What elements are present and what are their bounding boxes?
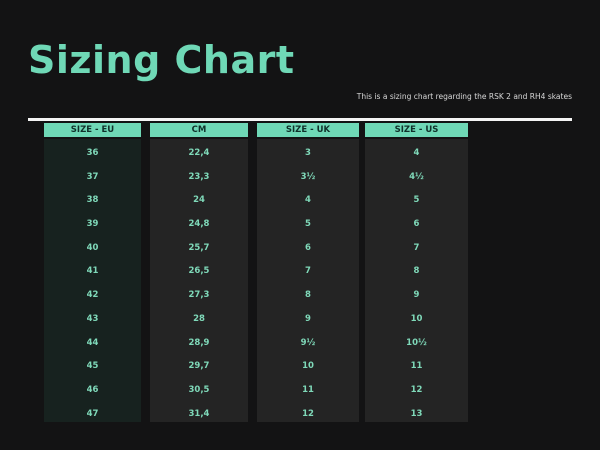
table-cell: 4½	[409, 171, 424, 182]
table-cell: 9	[305, 313, 311, 324]
table-cell: 12	[302, 408, 314, 419]
table-cell: 42	[86, 290, 99, 301]
table-cell: 22,4	[188, 148, 210, 158]
divider	[28, 118, 572, 121]
column-header: CM	[150, 123, 248, 137]
column-size-uk: SIZE - UK 3 3½ 4 5 6 7 8 9 9½ 10 11 12	[257, 123, 359, 422]
table-cell: 36	[86, 148, 99, 158]
table-cell: 23,3	[188, 171, 210, 182]
table-cell: 9	[413, 290, 420, 301]
table-cell: 4	[305, 195, 311, 206]
table-cell: 6	[413, 219, 420, 230]
table-cell: 3	[305, 148, 311, 158]
table-cell: 10	[302, 361, 314, 372]
table-cell: 6	[305, 242, 311, 253]
table-cell: 5	[305, 219, 311, 230]
table-cell: 24,8	[188, 219, 210, 230]
table-cell: 3½	[300, 171, 316, 182]
table-cell: 41	[86, 266, 99, 277]
column-size-us: SIZE - US 4 4½ 5 6 7 8 9 10 10½ 11 12 13	[365, 123, 468, 422]
table-cell: 24	[193, 195, 205, 206]
table-cell: 28,9	[188, 337, 210, 348]
table-cell: 10½	[406, 337, 427, 348]
table-cell: 39	[86, 219, 99, 230]
column-header: SIZE - US	[365, 123, 468, 137]
column-size-eu: SIZE - EU 36 37 38 39 40 41 42 43 44 45 46 47	[44, 123, 141, 422]
table-cell: 29,7	[188, 361, 210, 372]
column-header: SIZE - UK	[257, 123, 359, 137]
table-cell: 26,5	[188, 266, 210, 277]
table-cell: 43	[86, 313, 99, 324]
table-cell: 7	[305, 266, 311, 277]
table-cell: 8	[305, 290, 311, 301]
table-cell: 40	[86, 242, 99, 253]
table-cell: 38	[86, 195, 99, 206]
table-cell: 31,4	[188, 408, 210, 419]
table-cell: 13	[410, 408, 423, 419]
table-cell: 47	[86, 408, 99, 419]
table-cell: 30,5	[188, 384, 210, 395]
table-cell: 7	[413, 242, 420, 253]
column-body: 4 4½ 5 6 7 8 9 10 10½ 11 12 13	[365, 139, 468, 422]
table-cell: 46	[86, 384, 99, 395]
column-header: SIZE - EU	[44, 123, 141, 137]
table-cell: 8	[413, 266, 420, 277]
table-cell: 11	[410, 361, 423, 372]
page-title: Sizing Chart	[28, 38, 295, 82]
table-cell: 11	[302, 384, 314, 395]
table-cell: 4	[413, 148, 420, 158]
column-body: 3 3½ 4 5 6 7 8 9 9½ 10 11 12	[257, 139, 359, 422]
table-cell: 5	[413, 195, 420, 206]
column-body: 36 37 38 39 40 41 42 43 44 45 46 47	[44, 139, 141, 422]
table-cell: 12	[410, 384, 423, 395]
table-cell: 37	[86, 171, 99, 182]
table-cell: 9½	[300, 337, 316, 348]
page-subtitle: This is a sizing chart regarding the RSK…	[356, 92, 572, 101]
column-body: 22,4 23,3 24 24,8 25,7 26,5 27,3 28 28,9 29,7 30,5…	[150, 139, 248, 422]
table-cell: 10	[410, 313, 423, 324]
table-cell: 45	[86, 361, 99, 372]
column-size-cm: CM 22,4 23,3 24 24,8 25,7 26,5 27,3 28 28,9 29,7 30…	[150, 123, 248, 422]
table-cell: 44	[86, 337, 99, 348]
table-cell: 25,7	[188, 242, 210, 253]
table-cell: 27,3	[188, 290, 210, 301]
table-cell: 28	[193, 313, 205, 324]
